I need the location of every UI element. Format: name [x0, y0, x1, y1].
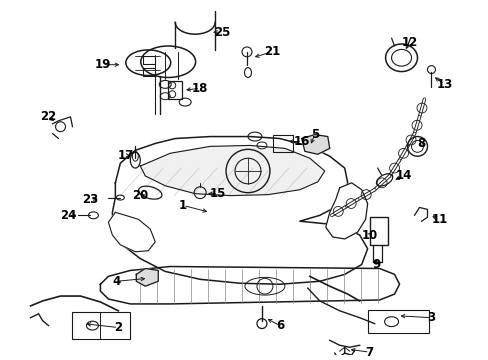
Text: 13: 13 — [435, 78, 451, 91]
Text: 22: 22 — [41, 111, 57, 123]
Polygon shape — [100, 266, 399, 304]
Polygon shape — [112, 136, 367, 284]
Text: 18: 18 — [192, 82, 208, 95]
Text: 3: 3 — [427, 311, 435, 324]
Polygon shape — [140, 145, 324, 195]
Text: 12: 12 — [401, 36, 417, 49]
Text: 1: 1 — [179, 199, 187, 212]
Polygon shape — [136, 269, 158, 286]
Text: 17: 17 — [117, 149, 133, 162]
Text: 8: 8 — [417, 137, 425, 150]
Text: 24: 24 — [60, 209, 77, 222]
Polygon shape — [108, 212, 155, 252]
Text: 21: 21 — [263, 45, 280, 58]
Text: 10: 10 — [361, 229, 377, 242]
Text: 15: 15 — [209, 187, 226, 200]
Text: 2: 2 — [114, 321, 122, 334]
Text: 5: 5 — [310, 128, 318, 141]
Bar — [367, 310, 428, 333]
Polygon shape — [301, 135, 329, 154]
Bar — [168, 81, 182, 99]
Text: 20: 20 — [132, 189, 148, 202]
Bar — [143, 56, 155, 64]
Text: 14: 14 — [395, 170, 411, 183]
Polygon shape — [325, 183, 367, 239]
Text: 25: 25 — [213, 26, 230, 39]
Text: 9: 9 — [372, 258, 380, 271]
Bar — [369, 217, 387, 245]
Bar — [72, 312, 130, 339]
Text: 23: 23 — [82, 193, 99, 206]
Text: 4: 4 — [112, 275, 120, 288]
Text: 7: 7 — [365, 346, 373, 359]
Text: 11: 11 — [430, 213, 447, 226]
Text: 6: 6 — [275, 319, 284, 332]
Text: 19: 19 — [94, 58, 110, 71]
Bar — [143, 68, 155, 76]
Text: 16: 16 — [293, 135, 309, 148]
Bar — [272, 135, 292, 152]
